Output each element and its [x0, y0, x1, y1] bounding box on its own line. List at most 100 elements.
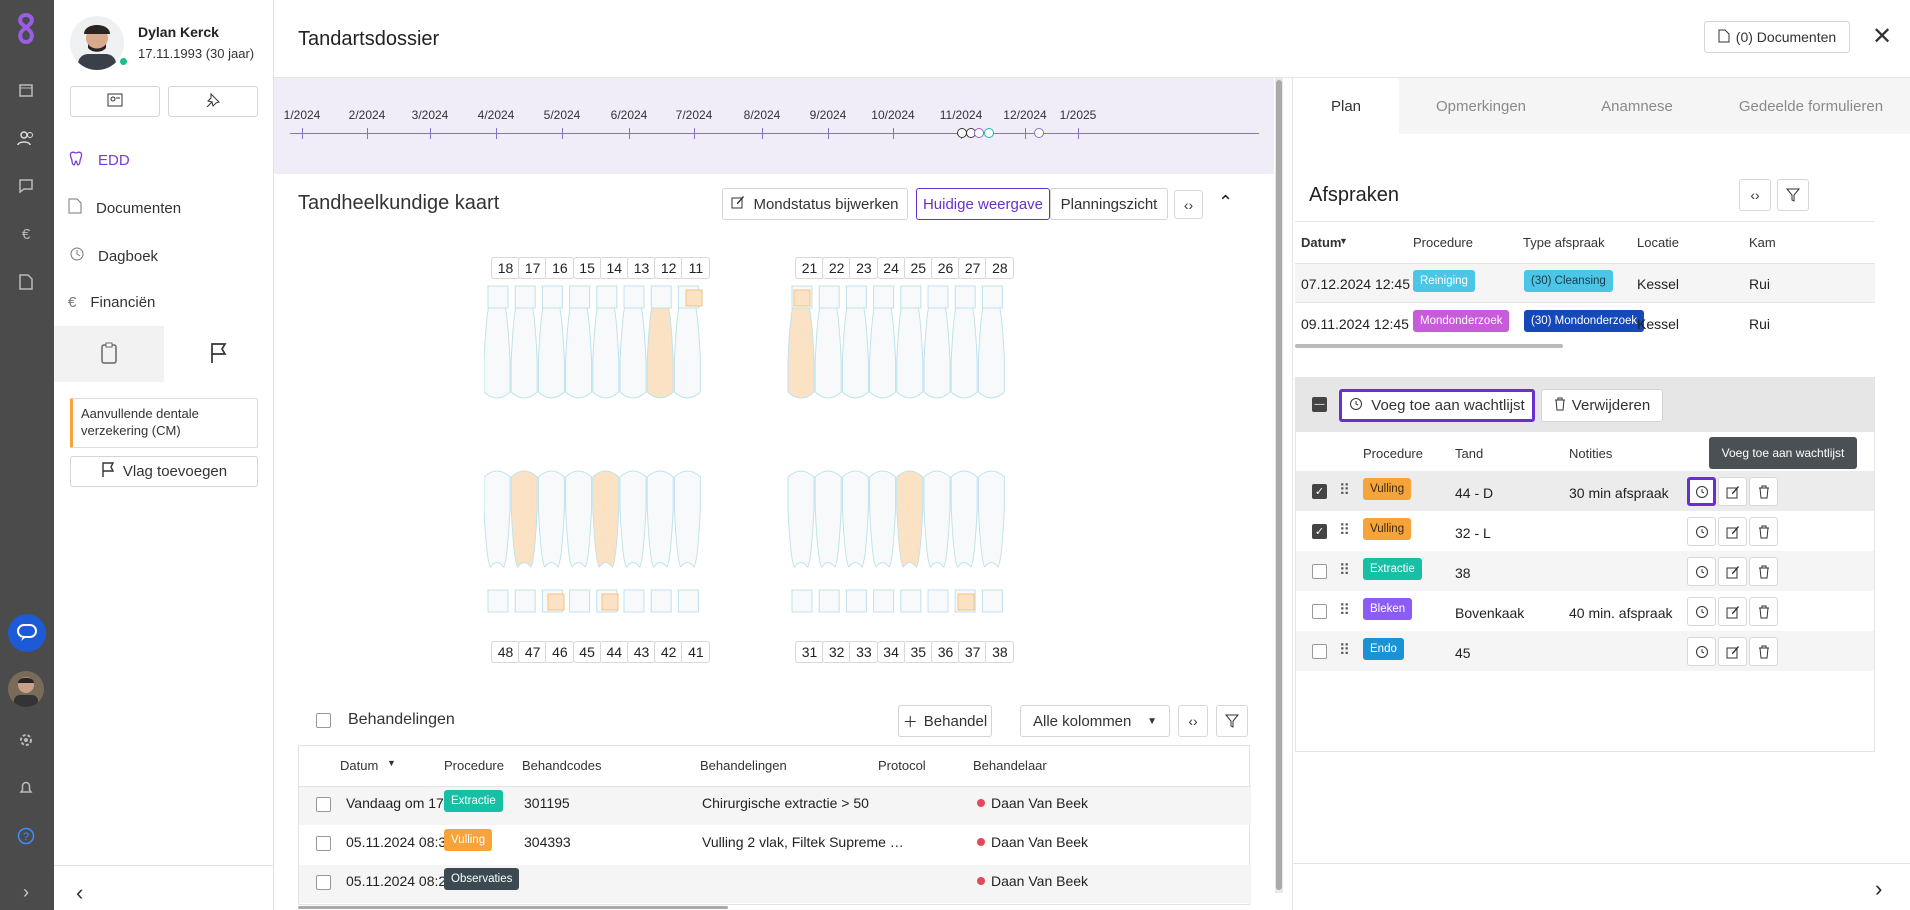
- delete-button[interactable]: Verwijderen: [1541, 389, 1663, 422]
- edit-icon[interactable]: [1718, 597, 1747, 626]
- tooth-surface[interactable]: [623, 285, 645, 309]
- tooth-surface[interactable]: [818, 589, 840, 613]
- row-checkbox[interactable]: [1312, 564, 1327, 579]
- nav-dagboek[interactable]: Dagboek: [68, 246, 158, 266]
- column-header[interactable]: Procedure: [1413, 235, 1473, 250]
- tooth-number[interactable]: 26: [931, 257, 960, 279]
- drag-handle-icon[interactable]: ⠿: [1339, 562, 1350, 579]
- tooth-surface-filled[interactable]: [547, 593, 565, 611]
- current-view-button[interactable]: Huidige weergave: [916, 188, 1050, 220]
- tooth-surface[interactable]: [954, 285, 976, 309]
- tooth-shape[interactable]: [841, 301, 869, 399]
- document-icon[interactable]: [14, 270, 38, 294]
- tooth-number[interactable]: 27: [958, 257, 988, 279]
- tab-plan[interactable]: Plan: [1293, 78, 1399, 134]
- row-checkbox[interactable]: [316, 836, 331, 851]
- tooth-surface[interactable]: [541, 285, 563, 309]
- tooth-surface[interactable]: [981, 589, 1003, 613]
- drag-handle-icon[interactable]: ⠿: [1339, 522, 1350, 539]
- code-toggle-icon[interactable]: ‹›: [1739, 179, 1771, 211]
- tooth-number[interactable]: 47: [518, 641, 548, 663]
- tooth-surface-filled[interactable]: [957, 593, 975, 611]
- column-header[interactable]: Locatie: [1637, 235, 1679, 250]
- tooth-surface[interactable]: [791, 589, 813, 613]
- clipboard-tab[interactable]: [54, 326, 164, 382]
- tooth-shape[interactable]: [537, 301, 565, 399]
- timeline[interactable]: 1/2024 2/2024 3/2024 4/2024 5/2024 6/2024 7/20…: [274, 78, 1274, 174]
- scrollbar[interactable]: [1275, 78, 1283, 893]
- tooth-shape[interactable]: [977, 470, 1005, 568]
- tooth-number[interactable]: 46: [545, 641, 575, 663]
- trash-icon[interactable]: [1749, 477, 1778, 506]
- chat-icon[interactable]: [14, 174, 38, 198]
- column-header[interactable]: Protocol: [878, 758, 926, 773]
- tooth-shape[interactable]: [537, 470, 565, 568]
- tooth-number[interactable]: 33: [849, 641, 879, 663]
- tooth-surface[interactable]: [927, 285, 949, 309]
- tab-opmerkingen[interactable]: Opmerkingen: [1399, 78, 1563, 134]
- tooth-shape[interactable]: [923, 301, 951, 399]
- collapse-icon[interactable]: ⌃: [1218, 192, 1234, 212]
- filter-icon[interactable]: [1777, 179, 1809, 211]
- tooth-surface[interactable]: [873, 589, 895, 613]
- tooth-shape[interactable]: [646, 301, 674, 399]
- tooth-surface[interactable]: [900, 285, 922, 309]
- row-checkbox[interactable]: [1312, 644, 1327, 659]
- patient-card-button[interactable]: [70, 86, 160, 117]
- tooth-shape[interactable]: [950, 301, 978, 399]
- tooth-shape[interactable]: [565, 301, 593, 399]
- tooth-number[interactable]: 22: [822, 257, 852, 279]
- tooth-shape[interactable]: [592, 470, 620, 568]
- flags-tab[interactable]: [164, 326, 274, 382]
- column-header[interactable]: Type afspraak: [1523, 235, 1605, 250]
- tooth-surface[interactable]: [514, 285, 536, 309]
- tooth-number[interactable]: 15: [572, 257, 602, 279]
- tooth-number[interactable]: 17: [518, 257, 548, 279]
- tooth-surface[interactable]: [845, 285, 867, 309]
- add-treatment-button[interactable]: ＋ Behandel: [898, 705, 992, 737]
- tooth-number[interactable]: 43: [627, 641, 656, 663]
- waitlist-icon[interactable]: [1687, 477, 1716, 506]
- tooth-shape[interactable]: [841, 470, 869, 568]
- tooth-number[interactable]: 36: [931, 641, 960, 663]
- tooth-surface[interactable]: [845, 589, 867, 613]
- tooth-surface-filled[interactable]: [685, 289, 703, 307]
- tooth-surface[interactable]: [677, 589, 699, 613]
- tooth-number[interactable]: 14: [599, 257, 629, 279]
- planning-view-button[interactable]: Planningszicht: [1050, 188, 1168, 220]
- trash-icon[interactable]: [1749, 517, 1778, 546]
- horizontal-scrollbar[interactable]: [1295, 344, 1563, 348]
- tooth-number[interactable]: 28: [985, 257, 1015, 279]
- edit-icon[interactable]: [1718, 557, 1747, 586]
- tooth-surface[interactable]: [900, 589, 922, 613]
- trash-icon[interactable]: [1749, 597, 1778, 626]
- waitlist-icon[interactable]: [1687, 637, 1716, 666]
- tooth-shape[interactable]: [484, 470, 511, 568]
- tooth-surface[interactable]: [981, 285, 1003, 309]
- column-header[interactable]: Behandelaar: [973, 758, 1047, 773]
- tooth-number[interactable]: 18: [491, 257, 520, 279]
- app-logo-icon[interactable]: [10, 12, 42, 48]
- tooth-surface-filled[interactable]: [601, 593, 619, 611]
- horizontal-scrollbar[interactable]: [298, 906, 728, 909]
- edit-icon[interactable]: [1718, 517, 1747, 546]
- tooth-shape[interactable]: [673, 301, 701, 399]
- tooth-shape[interactable]: [787, 470, 815, 568]
- column-header[interactable]: Behandelingen: [700, 758, 787, 773]
- waitlist-icon[interactable]: [1687, 597, 1716, 626]
- tooth-number[interactable]: 34: [876, 641, 906, 663]
- tooth-shape[interactable]: [484, 301, 511, 399]
- tooth-number[interactable]: 37: [958, 641, 988, 663]
- support-chat-icon[interactable]: [8, 614, 46, 652]
- drag-handle-icon[interactable]: ⠿: [1339, 482, 1350, 499]
- collapse-panel-icon[interactable]: ‹: [76, 880, 84, 905]
- trash-icon[interactable]: [1749, 637, 1778, 666]
- row-checkbox[interactable]: [316, 875, 331, 890]
- expand-rail-icon[interactable]: ›: [23, 881, 29, 902]
- timeline-event-marker[interactable]: [984, 128, 994, 138]
- tooth-surface[interactable]: [818, 285, 840, 309]
- tooth-number[interactable]: 41: [681, 641, 711, 663]
- tooth-surface[interactable]: [569, 589, 591, 613]
- tooth-number[interactable]: 45: [572, 641, 602, 663]
- user-avatar[interactable]: [8, 671, 44, 707]
